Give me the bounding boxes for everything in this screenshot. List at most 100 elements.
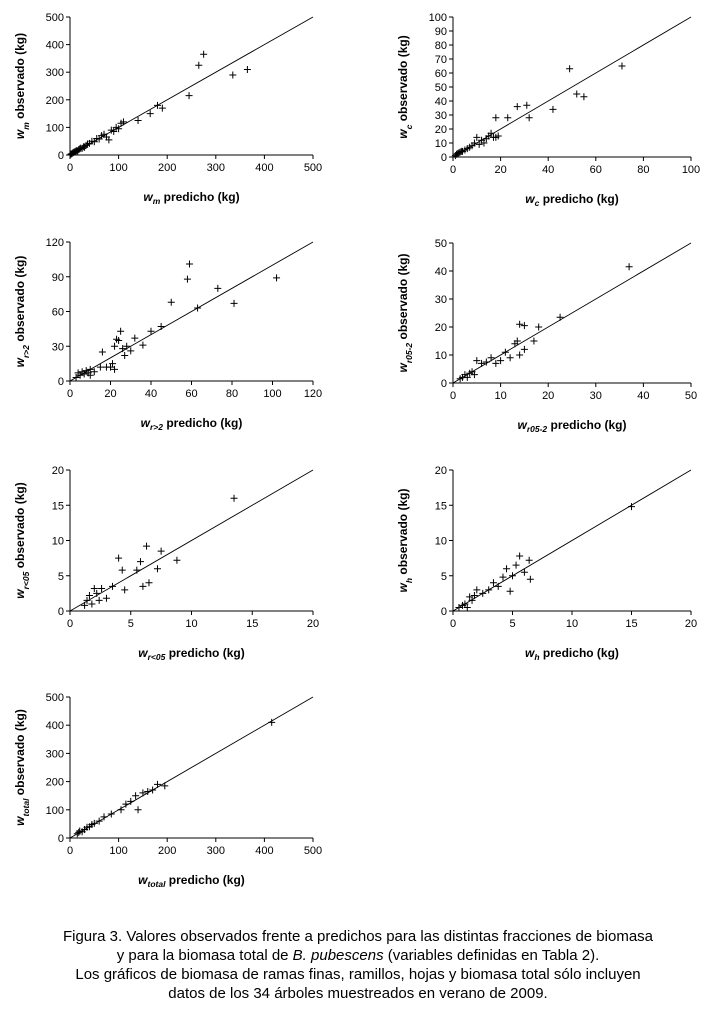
data-point [139, 582, 147, 590]
y-axis-label-subscript: m [21, 122, 31, 130]
x-axis-label-subscript: c [535, 198, 540, 208]
data-point [516, 320, 524, 328]
data-point [183, 275, 191, 283]
data-point [512, 561, 520, 569]
y-axis-label-subscript: r05-2 [404, 343, 414, 364]
data-point [139, 341, 147, 349]
data-point [131, 334, 139, 342]
x-axis-label-var: w [143, 190, 153, 204]
y-tick-label: 200 [46, 95, 64, 107]
x-tick-label: 80 [637, 164, 649, 176]
y-tick-label: 20 [435, 465, 447, 477]
y-tick-label: 80 [435, 40, 447, 52]
data-point [520, 322, 528, 330]
y-tick-label: 10 [435, 536, 447, 548]
x-axis-label-subscript: r<05 [148, 652, 166, 662]
data-point [625, 263, 633, 271]
data-point [117, 327, 125, 335]
y-tick-label: 5 [58, 571, 64, 583]
data-point [83, 596, 91, 604]
caption-line-2b: (variables definidas en Tabla 2). [383, 947, 600, 964]
data-point [516, 552, 524, 560]
data-point [501, 348, 509, 356]
data-point [109, 360, 117, 368]
data-point [115, 336, 123, 344]
y-axis-label-var: w [396, 582, 410, 592]
data-point [468, 596, 476, 604]
data-point [273, 274, 281, 282]
y-tick-label: 100 [46, 805, 64, 817]
y-axis-label: wc observado (kg) [396, 35, 414, 138]
identity-line [452, 469, 692, 612]
data-point [479, 589, 487, 597]
y-axis-label-subscript: c [404, 124, 414, 129]
y-tick-label: 10 [435, 350, 447, 362]
data-point [149, 786, 157, 794]
x-tick-label: 0 [450, 164, 456, 176]
data-point [119, 118, 127, 126]
data-point [492, 359, 500, 367]
data-point [461, 600, 469, 608]
data-point [98, 348, 106, 356]
data-point [487, 354, 495, 362]
y-tick-label: 300 [46, 748, 64, 760]
y-tick-label: 100 [429, 12, 447, 24]
x-axis-label-var: w [138, 646, 148, 660]
x-tick-label: 300 [207, 845, 225, 857]
y-axis-label-subscript: h [404, 578, 414, 583]
y-axis-label: wm observado (kg) [13, 33, 31, 139]
x-axis-label-var: w [138, 873, 148, 887]
x-tick-label: 200 [158, 845, 176, 857]
y-tick-label: 15 [52, 500, 64, 512]
data-point [523, 101, 531, 109]
data-point [549, 105, 557, 113]
y-tick-label: 100 [46, 122, 64, 134]
y-axis-label-var: w [13, 357, 27, 367]
y-tick-label: 0 [441, 606, 447, 618]
data-point [487, 129, 495, 137]
x-axis-label-text: predicho (kg) [160, 190, 239, 204]
data-point [525, 114, 533, 122]
y-tick-label: 30 [435, 294, 447, 306]
data-point [121, 352, 129, 360]
data-point [122, 800, 130, 808]
data-point [470, 139, 478, 147]
data-point [473, 357, 481, 365]
y-axis-label: wtotal observado (kg) [13, 709, 31, 826]
data-point [134, 117, 142, 124]
y-axis-label-text: observado (kg) [13, 33, 27, 122]
x-tick-label: 100 [682, 164, 700, 176]
data-point [520, 345, 528, 353]
x-tick-label: 80 [226, 388, 238, 400]
caption-line-3: Los gráficos de biomasa de ramas finas, … [75, 966, 641, 983]
y-tick-label: 70 [435, 54, 447, 66]
data-point [480, 139, 488, 147]
data-point [118, 566, 126, 574]
x-axis-label-text: predicho (kg) [540, 646, 619, 660]
caption-line-4: datos de los 34 árboles muestreados en v… [168, 985, 548, 1002]
data-point [509, 572, 516, 580]
y-tick-label: 120 [46, 237, 64, 249]
data-point [127, 797, 135, 805]
x-axis-label: wtotal predicho (kg) [138, 873, 245, 889]
y-axis-label-text: observado (kg) [13, 256, 27, 345]
y-tick-label: 90 [52, 272, 64, 284]
x-axis-label: wr>2 predicho (kg) [141, 416, 243, 432]
data-point [229, 71, 237, 79]
data-point [513, 337, 521, 345]
data-point [473, 586, 481, 594]
data-point [497, 357, 505, 365]
x-tick-label: 10 [566, 618, 578, 630]
x-tick-label: 10 [185, 618, 197, 630]
data-point [85, 591, 93, 599]
data-point [485, 586, 493, 594]
y-axis-label: wh observado (kg) [396, 489, 414, 593]
data-point [75, 828, 83, 836]
x-axis-label-var: w [517, 418, 527, 432]
x-tick-label: 0 [450, 390, 456, 402]
y-tick-label: 40 [435, 96, 447, 108]
y-axis-label: wr<05 observado (kg) [13, 482, 31, 598]
x-tick-label: 20 [494, 164, 506, 176]
x-tick-label: 60 [185, 388, 197, 400]
